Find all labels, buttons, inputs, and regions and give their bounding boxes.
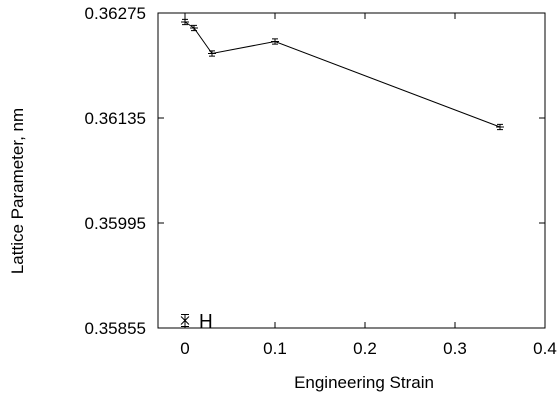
annotation-layer: H xyxy=(180,312,213,333)
y-tick-label: 0.35995 xyxy=(85,214,146,233)
data-point xyxy=(496,123,504,131)
marker-diag-b xyxy=(180,316,190,325)
x-axis-title: Engineering Strain xyxy=(294,373,434,392)
data-point xyxy=(190,24,198,32)
annotation-marker xyxy=(180,314,190,327)
data-point xyxy=(271,38,279,45)
x-tick-label: 0.3 xyxy=(443,339,467,358)
plot-frame xyxy=(157,12,546,329)
axes-layer xyxy=(157,12,546,329)
data-point xyxy=(208,50,216,57)
x-tick-label: 0.4 xyxy=(533,339,557,358)
series-line xyxy=(184,21,501,128)
y-tick-label: 0.36275 xyxy=(85,4,146,23)
x-tick-label: 0.2 xyxy=(353,339,377,358)
y-tick-label: 0.35855 xyxy=(85,319,146,338)
x-tick-label: 0 xyxy=(180,339,189,358)
series-layer xyxy=(181,18,504,131)
y-axis-title: Lattice Parameter, nm xyxy=(8,108,27,274)
y-tick-label: 0.36135 xyxy=(85,109,146,128)
ticks-layer: 0 0.1 0.2 0.3 0.4 0.35855 0.35995 0.36135 0.3627… xyxy=(85,4,557,358)
x-tick-label: 0.1 xyxy=(263,339,287,358)
annotation-label: H xyxy=(199,312,213,333)
data-point xyxy=(181,18,189,26)
